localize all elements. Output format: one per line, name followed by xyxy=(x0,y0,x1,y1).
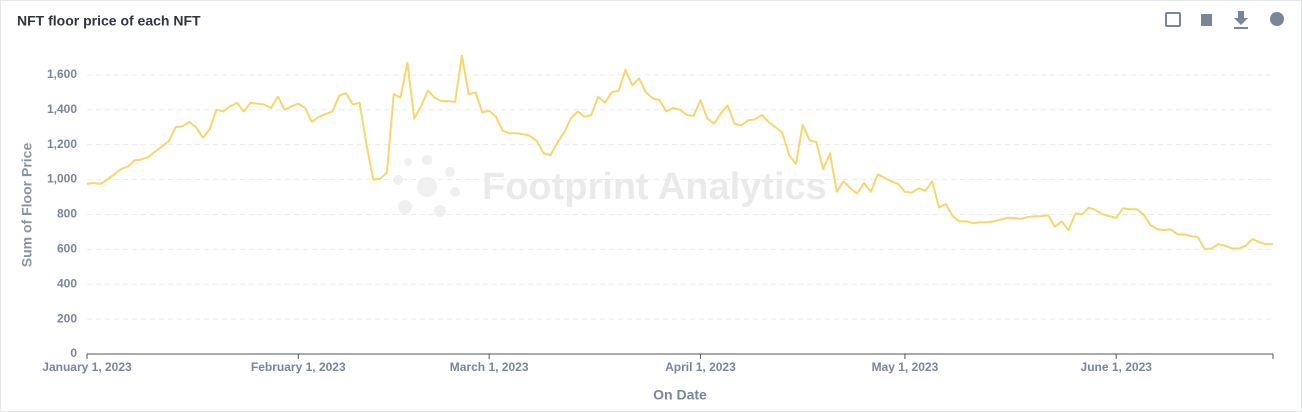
x-tick-label: February 1, 2023 xyxy=(251,360,346,374)
x-tick-label: June 1, 2023 xyxy=(1081,360,1153,374)
x-tick-label: April 1, 2023 xyxy=(665,360,736,374)
icon-download[interactable] xyxy=(1234,11,1248,29)
y-tick-label: 1,600 xyxy=(47,67,77,81)
y-tick-label: 800 xyxy=(57,207,77,221)
y-tick-label: 1,400 xyxy=(47,102,77,116)
y-tick-label: 1,000 xyxy=(47,172,77,186)
chart-title: NFT floor price of each NFT xyxy=(17,13,201,29)
x-axis-label: On Date xyxy=(653,387,707,403)
y-tick-label: 200 xyxy=(57,311,77,325)
y-tick-label: 400 xyxy=(57,276,77,290)
watermark-logo xyxy=(393,155,460,217)
icon-copy[interactable] xyxy=(1201,14,1212,26)
y-tick-label: 1,200 xyxy=(47,137,77,151)
y-axis-label: Sum of Floor Price xyxy=(19,143,35,268)
x-tick-label: March 1, 2023 xyxy=(450,360,529,374)
icon-api[interactable] xyxy=(1270,12,1284,26)
x-tick-label: May 1, 2023 xyxy=(872,360,939,374)
y-tick-label: 0 xyxy=(70,346,77,360)
icon-query[interactable] xyxy=(1165,12,1181,27)
watermark: Footprint Analytics xyxy=(482,166,827,208)
x-tick-label: January 1, 2023 xyxy=(42,360,132,374)
toolbar[interactable] xyxy=(1165,11,1284,29)
line xyxy=(86,54,1273,251)
y-tick-label: 600 xyxy=(57,242,77,256)
